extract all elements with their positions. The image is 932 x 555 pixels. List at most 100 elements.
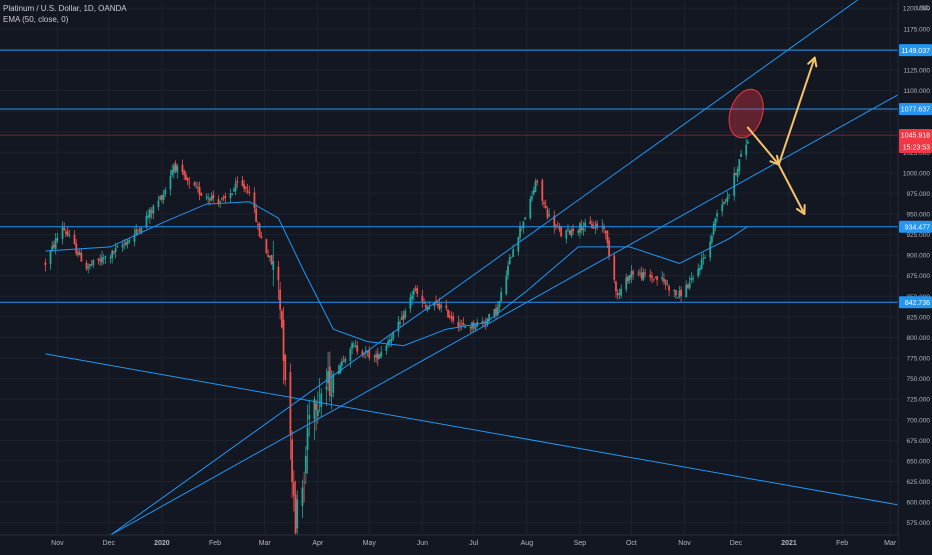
candle-body xyxy=(627,276,629,282)
candle-body xyxy=(735,172,737,175)
arrow-shaft xyxy=(777,163,806,215)
candle-body xyxy=(596,223,599,228)
candle-body xyxy=(618,293,621,295)
candle-body xyxy=(366,351,369,353)
level-price-tag xyxy=(899,102,932,115)
candle-body xyxy=(721,204,724,212)
candle xyxy=(116,244,119,248)
candle xyxy=(68,229,71,238)
candle-body xyxy=(632,271,635,275)
candle-body xyxy=(745,144,748,156)
candle xyxy=(198,181,201,201)
candle xyxy=(243,179,246,192)
candle-body xyxy=(666,284,669,286)
candle xyxy=(440,302,443,313)
candle xyxy=(416,285,419,298)
candle-body xyxy=(51,245,54,250)
candle xyxy=(316,391,319,424)
candle xyxy=(548,208,551,218)
candle xyxy=(78,249,81,256)
candle-body xyxy=(447,309,449,318)
candle xyxy=(301,479,304,519)
candle-body xyxy=(224,195,227,199)
candle-body xyxy=(294,494,297,534)
candle-body xyxy=(664,280,667,285)
candle xyxy=(195,181,198,189)
candle-body xyxy=(376,353,379,360)
candle xyxy=(385,343,388,355)
candle xyxy=(426,304,429,313)
candle xyxy=(234,178,237,196)
candle-body xyxy=(639,272,641,274)
candle xyxy=(244,186,247,193)
candle-body xyxy=(212,194,215,199)
price-tick-label: 725.000 xyxy=(907,397,931,404)
time-tick-label: Nov xyxy=(678,540,691,547)
candle-body xyxy=(733,173,736,196)
candle xyxy=(704,254,706,259)
time-tick-label: Nov xyxy=(51,540,64,547)
candle xyxy=(80,248,83,262)
candle xyxy=(450,311,453,323)
candle-body xyxy=(577,230,580,233)
candle-body xyxy=(529,198,532,219)
candle-body xyxy=(220,198,223,200)
candle-body xyxy=(292,482,295,496)
time-tick-label: Dec xyxy=(730,540,743,547)
arrow-head xyxy=(795,204,806,215)
candle-body xyxy=(697,268,700,276)
candle xyxy=(628,274,631,284)
candle xyxy=(618,288,621,300)
candle xyxy=(85,260,88,271)
candle xyxy=(640,266,643,281)
candle xyxy=(121,240,124,253)
price-tick-label: 1000.000 xyxy=(903,170,930,177)
candle-body xyxy=(196,187,199,189)
candle xyxy=(733,166,736,201)
candle xyxy=(654,276,657,279)
time-tick-label: Aug xyxy=(521,540,534,547)
candle-body xyxy=(591,224,593,229)
candle xyxy=(368,346,371,361)
time-tick-label: 2020 xyxy=(154,540,170,547)
candle-body xyxy=(608,240,611,256)
candle xyxy=(500,287,503,302)
candle xyxy=(531,190,533,202)
candle xyxy=(200,192,203,197)
price-axis-background xyxy=(898,0,932,550)
candle-body xyxy=(282,319,285,361)
candle xyxy=(676,296,679,299)
candle xyxy=(378,353,381,360)
candle xyxy=(505,270,508,296)
candle-body xyxy=(416,288,419,295)
candle-body xyxy=(702,257,705,259)
candle xyxy=(604,229,607,240)
candle xyxy=(161,194,163,203)
candle-body xyxy=(567,228,569,230)
price-tick-label: 950.000 xyxy=(907,212,931,219)
candle xyxy=(296,490,299,541)
candle-body xyxy=(385,345,388,351)
candle-body xyxy=(291,439,294,482)
candle-body xyxy=(363,353,365,355)
candle-body xyxy=(368,349,371,358)
candle-body xyxy=(471,322,473,329)
candle-body xyxy=(330,394,333,397)
candle xyxy=(113,251,115,255)
candle xyxy=(373,354,376,362)
candle-body xyxy=(620,288,623,296)
candle-body xyxy=(361,351,364,356)
candle-body xyxy=(164,189,167,195)
trendline xyxy=(110,0,858,536)
candles xyxy=(44,138,749,555)
candle-body xyxy=(102,258,105,259)
candle xyxy=(157,195,160,211)
candle-body xyxy=(303,481,306,483)
candle xyxy=(212,190,215,203)
candle-body xyxy=(580,225,583,231)
time-tick-label: May xyxy=(363,540,377,547)
candle-body xyxy=(716,213,718,217)
candle xyxy=(534,178,537,193)
